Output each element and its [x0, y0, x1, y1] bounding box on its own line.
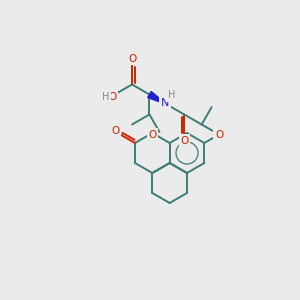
Polygon shape: [148, 92, 167, 104]
Text: O: O: [215, 130, 223, 140]
Text: H: H: [168, 91, 175, 100]
Text: N: N: [161, 98, 169, 107]
Text: O: O: [148, 130, 157, 140]
Text: O: O: [111, 127, 119, 136]
Text: H: H: [102, 92, 109, 101]
Text: O: O: [128, 53, 136, 64]
Text: O: O: [180, 136, 188, 146]
Text: O: O: [109, 92, 117, 101]
